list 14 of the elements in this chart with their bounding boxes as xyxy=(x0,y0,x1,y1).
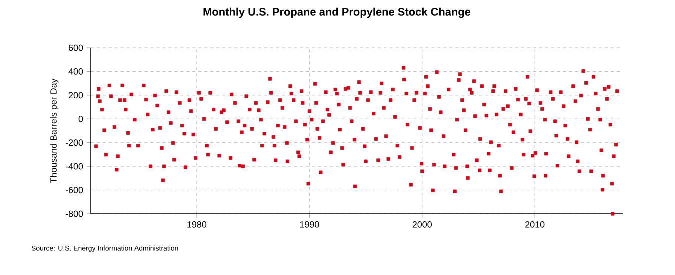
x-tick-label: 1980 xyxy=(188,222,207,228)
y-tick-label: -200 xyxy=(66,140,84,146)
y-tick-label: 0 xyxy=(78,116,84,122)
x-tick-label: 2010 xyxy=(526,222,545,228)
y-tick-label: -400 xyxy=(66,163,84,170)
y-tick-label: 400 xyxy=(68,68,84,75)
y-tick-label: -800 xyxy=(66,210,84,218)
x-tick-label: 2000 xyxy=(412,222,432,228)
chart-title: Monthly U.S. Propane and Propylene Stock Change xyxy=(204,8,471,18)
y-axis-title: Thousand Barrels per Day xyxy=(50,78,59,184)
y-tick-label: 200 xyxy=(68,92,84,99)
y-tick-label: 600 xyxy=(68,44,84,52)
x-tick-label: 1990 xyxy=(300,222,320,228)
y-tick-label: -600 xyxy=(66,187,84,194)
